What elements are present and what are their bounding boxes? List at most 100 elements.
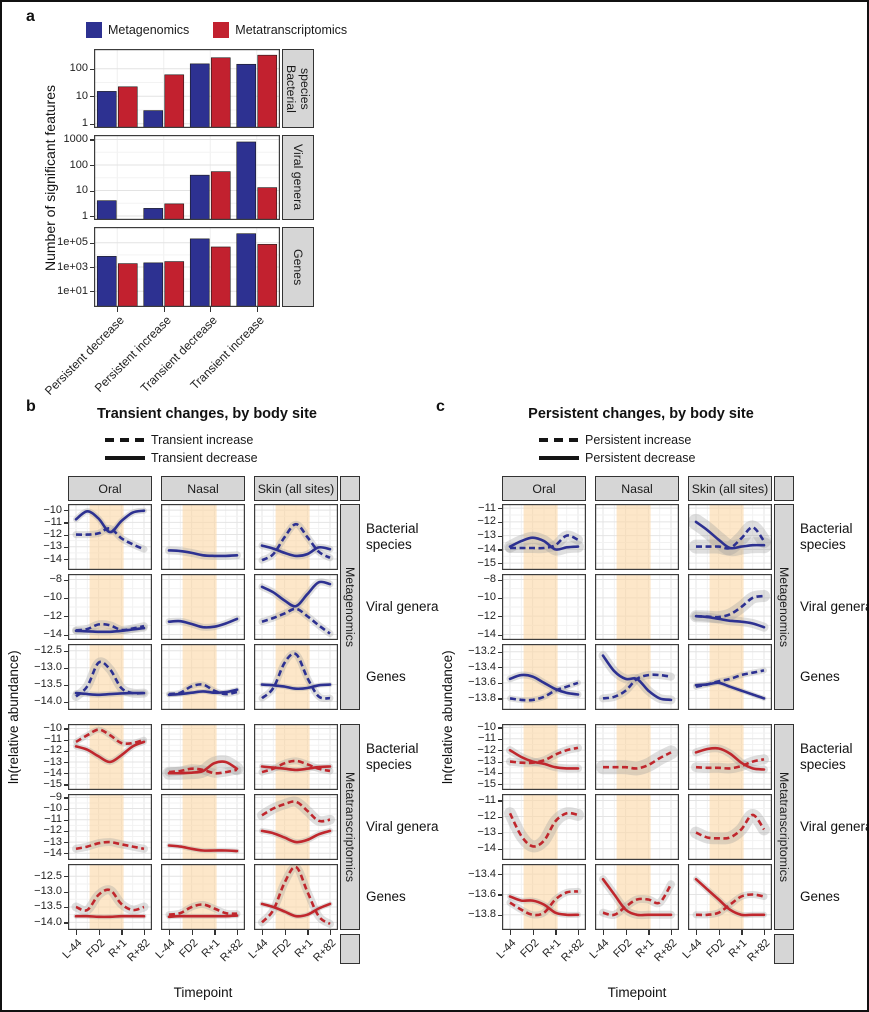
y-tick-mark [498,549,502,551]
decrease-trend-line [167,688,239,697]
y-tick-mark [90,291,94,293]
subplot-panel-b-r1-c0 [68,574,152,640]
increase-trend-line [695,893,765,917]
y-tick-mark [64,534,68,536]
y-tick-mark [498,597,502,600]
dashed-line-icon [105,438,145,442]
y-tick-label: −15 [477,777,496,790]
row-label-genes: Genes [800,669,840,684]
y-tick-mark [64,510,68,512]
group-strip-label: Metagenomics [343,567,357,647]
bar-Metatranscriptomics-1 [164,203,185,220]
bar-Metatranscriptomics-0 [117,86,138,128]
decrease-trend-line [601,877,673,917]
flu-period-band [275,864,310,930]
flu-period-band [182,574,217,640]
bar-Metagenomics-1 [143,110,164,128]
subplot-panel-b-r0-c2 [254,504,338,570]
bar-Metatranscriptomics-3 [257,54,278,128]
panel-b-x-axis-title: Timepoint [173,985,233,1000]
y-tick-label: −10 [43,503,62,516]
x-tick-mark [671,930,673,935]
y-tick-label: −14.0 [34,915,62,928]
increase-trend-line [602,673,672,700]
y-tick-mark [498,667,502,669]
subplot-panel-c-r3-c2 [688,724,772,790]
subplot-panel-b-r4-c1 [161,794,245,860]
y-tick-label: 1e+05 [57,236,88,249]
y-tick-mark [498,535,502,537]
flu-period-band [182,724,217,790]
flu-period-band [523,574,558,640]
y-tick-mark [498,616,502,618]
x-tick-mark [121,930,123,935]
bar-Metagenomics-1 [143,208,164,220]
y-tick-label: −13.8 [468,908,496,921]
y-tick-mark [64,808,68,810]
y-tick-label: −12 [477,810,496,823]
x-tick-mark [191,930,193,935]
x-tick-mark [625,930,627,935]
y-tick-mark [90,68,94,70]
panel-c-y-axis-title: ln(relative abundance) [440,650,455,784]
y-tick-label: −14 [477,628,496,640]
x-tick-mark [163,307,165,312]
increase-trend-line [168,683,238,696]
strip-corner-top [340,476,360,501]
increase-trend-line [261,800,331,823]
y-tick-label: −13.5 [34,678,62,691]
y-tick-label: −13 [43,835,62,848]
group-strip-metagenomics: Metagenomics [774,504,794,710]
y-tick-label: −13.0 [34,885,62,898]
y-tick-label: −14 [43,846,62,859]
increase-trend-line [695,594,765,619]
increase-trend-line [261,607,331,635]
y-tick-label: −8 [483,573,496,585]
x-tick-mark [76,930,78,935]
x-tick-mark [741,930,743,935]
group-strip-label: Metatranscriptomics [777,771,791,883]
y-tick-mark [64,797,68,799]
y-tick-label: −13.8 [468,691,496,704]
decrease-trend-line [167,914,239,919]
legend-item-metatranscriptomics: Metatranscriptomics [213,22,347,38]
flu-period-band [89,644,124,710]
row-label-viral-genera: Viral genera [800,819,869,834]
strip-corner-top [774,476,794,501]
subplot-panel-b-r0-c0 [68,504,152,570]
flu-period-band [709,794,744,860]
legend-label-metatranscriptomics: Metatranscriptomics [235,23,348,37]
increase-trend-line [168,903,238,916]
decrease-trend-line [167,760,239,775]
subplot-panel-c-r1-c2 [688,574,772,640]
increase-trend-line [168,767,238,775]
y-tick-mark [498,784,502,786]
y-tick-mark [64,684,68,686]
decrease-trend-line [167,549,239,558]
y-tick-mark [90,267,94,269]
increase-trend-line [695,669,765,688]
subplot-panel-b-r2-c1 [161,644,245,710]
y-tick-label: −13 [477,529,496,542]
bar-Metagenomics-0 [96,91,117,128]
y-tick-mark [498,894,502,896]
x-tick-mark [555,930,557,935]
subplot-panel-c-r2-c0 [502,644,586,710]
strip-corner-bottom [340,934,360,964]
panel-b-y-axis-title: ln(relative abundance) [6,650,21,784]
y-tick-label: 10 [75,184,88,197]
increase-trend-line [75,660,145,698]
group-strip-metagenomics: Metagenomics [340,504,360,710]
y-tick-mark [498,874,502,876]
panel-c-label: c [436,398,445,415]
increase-trend-line [695,813,766,840]
y-tick-label: 1000 [63,132,88,145]
row-label-genes: Genes [366,669,406,684]
y-tick-label: −13 [477,826,496,839]
y-tick-mark [64,579,68,581]
x-tick-mark [284,930,286,935]
y-tick-label: −11 [44,813,62,826]
y-tick-mark [498,682,502,684]
bar-Metagenomics-3 [236,233,257,307]
y-tick-label: −10 [43,802,62,815]
